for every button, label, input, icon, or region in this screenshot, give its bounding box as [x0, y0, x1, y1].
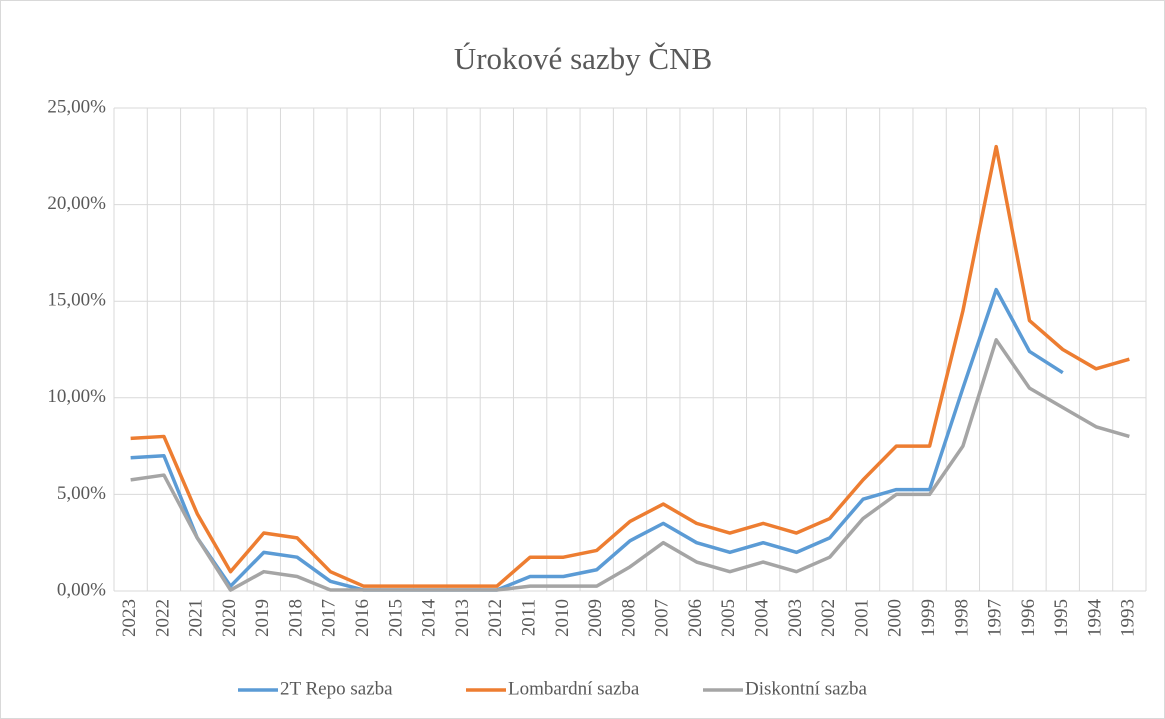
- y-tick-label: 20,00%: [47, 193, 106, 214]
- legend-label: Diskontní sazba: [745, 678, 867, 699]
- x-tick-label: 2018: [285, 599, 306, 637]
- x-tick-label: 2004: [752, 599, 773, 638]
- x-tick-label: 2000: [885, 599, 906, 637]
- x-tick-label: 1996: [1018, 599, 1039, 637]
- x-tick-label: 2010: [552, 599, 573, 637]
- x-tick-label: 1995: [1051, 599, 1072, 637]
- x-tick-label: 1994: [1084, 599, 1105, 638]
- y-tick-label: 0,00%: [57, 579, 106, 600]
- legend-label: 2T Repo sazba: [280, 678, 393, 699]
- series-line: [130, 287, 1064, 592]
- chart-title: Úrokové sazby ČNB: [454, 41, 712, 76]
- x-tick-label: 2015: [385, 599, 406, 637]
- x-tick-label: 2007: [652, 599, 673, 637]
- series-line: [130, 144, 1130, 588]
- x-tick-label: 2011: [518, 599, 539, 636]
- legend-label: Lombardní sazba: [508, 678, 640, 699]
- x-tick-label: 2017: [319, 599, 340, 637]
- x-tick-label: 2020: [219, 599, 240, 637]
- y-tick-label: 15,00%: [47, 290, 106, 311]
- x-tick-label: 2012: [485, 599, 506, 637]
- x-tick-label: 2023: [119, 599, 140, 637]
- x-tick-label: 2022: [152, 599, 173, 637]
- x-tick-label: 2001: [851, 599, 872, 637]
- x-tick-label: 1999: [918, 599, 939, 637]
- x-tick-label: 2002: [818, 599, 839, 637]
- series-line: [130, 338, 1130, 592]
- x-tick-label: 2008: [618, 599, 639, 637]
- x-tick-label: 2003: [785, 599, 806, 637]
- y-tick-label: 5,00%: [57, 483, 106, 504]
- x-tick-label: 2013: [452, 599, 473, 637]
- x-tick-label: 1998: [951, 599, 972, 637]
- x-tick-label: 2019: [252, 599, 273, 637]
- x-tick-label: 2014: [419, 599, 440, 638]
- y-tick-label: 25,00%: [47, 96, 106, 117]
- x-tick-label: 2021: [186, 599, 207, 637]
- x-tick-label: 1993: [1118, 599, 1139, 637]
- x-tick-label: 2009: [585, 599, 606, 637]
- x-tick-label: 2006: [685, 599, 706, 637]
- x-tick-label: 1997: [985, 599, 1006, 637]
- y-tick-label: 10,00%: [47, 386, 106, 407]
- x-tick-label: 2005: [718, 599, 739, 637]
- x-tick-label: 2016: [352, 599, 373, 637]
